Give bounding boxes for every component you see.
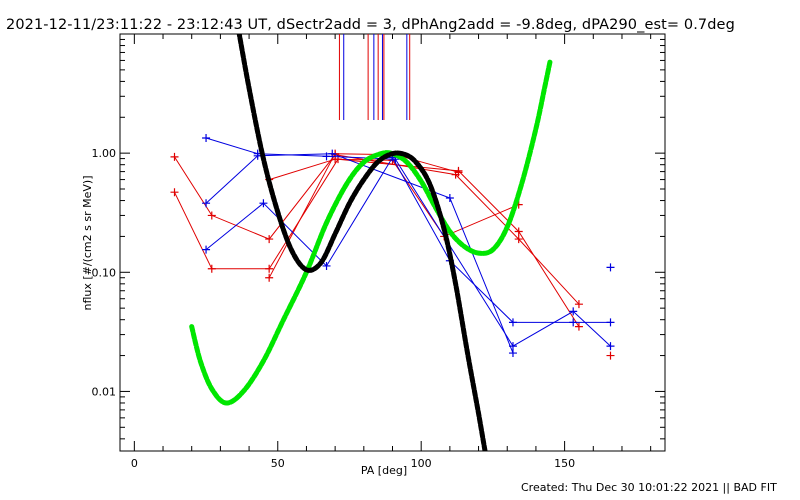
data-point bbox=[606, 318, 615, 327]
data-point bbox=[445, 194, 454, 203]
x-tick-label: 150 bbox=[554, 457, 575, 470]
axes: 0 50 100 150 0.01 0.10 1.00 bbox=[92, 33, 666, 470]
data-point bbox=[606, 351, 615, 360]
y-tick-label: 0.01 bbox=[92, 385, 117, 398]
data-point bbox=[207, 211, 216, 220]
x-tick-label: 100 bbox=[411, 457, 432, 470]
data-point bbox=[574, 300, 583, 309]
data-point bbox=[508, 318, 517, 327]
data-point bbox=[207, 264, 216, 273]
data-point bbox=[328, 149, 337, 158]
series-line bbox=[269, 158, 519, 238]
data-point bbox=[606, 263, 615, 272]
plot-area bbox=[170, 34, 615, 451]
x-axis-label: PA [deg] bbox=[361, 464, 407, 477]
plot-frame bbox=[119, 33, 666, 452]
data-series bbox=[265, 155, 523, 241]
data-point bbox=[265, 235, 274, 244]
y-axis-label: nflux [#/(cm2 s sr MeV)] bbox=[81, 176, 94, 311]
data-series bbox=[265, 149, 463, 282]
data-point bbox=[170, 152, 179, 161]
y-tick-label: 1.00 bbox=[92, 147, 117, 160]
green-fit-curve bbox=[189, 57, 553, 406]
x-tick-label: 50 bbox=[271, 457, 285, 470]
data-point bbox=[170, 188, 179, 197]
data-point bbox=[265, 273, 274, 282]
data-point bbox=[202, 245, 211, 254]
data-series bbox=[202, 153, 615, 327]
chart-title: 2021-12-11/23:11:22 - 23:12:43 UT, dSect… bbox=[6, 17, 735, 33]
footer-note: Created: Thu Dec 30 10:01:22 2021 || BAD… bbox=[521, 481, 777, 494]
data-point bbox=[514, 235, 523, 244]
y-tick-label: 0.10 bbox=[92, 266, 117, 279]
series-line bbox=[205, 156, 611, 323]
x-tick-label: 0 bbox=[131, 457, 138, 470]
data-series bbox=[606, 263, 615, 272]
data-point bbox=[569, 318, 578, 327]
data-point bbox=[322, 261, 331, 270]
data-point bbox=[202, 133, 211, 142]
data-point bbox=[569, 307, 578, 316]
data-point bbox=[508, 349, 517, 358]
data-series bbox=[170, 150, 583, 309]
data-point bbox=[574, 322, 583, 331]
data-point bbox=[202, 199, 211, 208]
series-line bbox=[268, 153, 459, 278]
black-fit-curve bbox=[236, 34, 488, 451]
data-point bbox=[454, 168, 463, 177]
pa-markers bbox=[338, 34, 411, 120]
data-point bbox=[265, 264, 274, 273]
data-point bbox=[606, 342, 615, 351]
data-series bbox=[202, 149, 517, 358]
data-point bbox=[514, 227, 523, 236]
data-point bbox=[259, 199, 268, 208]
